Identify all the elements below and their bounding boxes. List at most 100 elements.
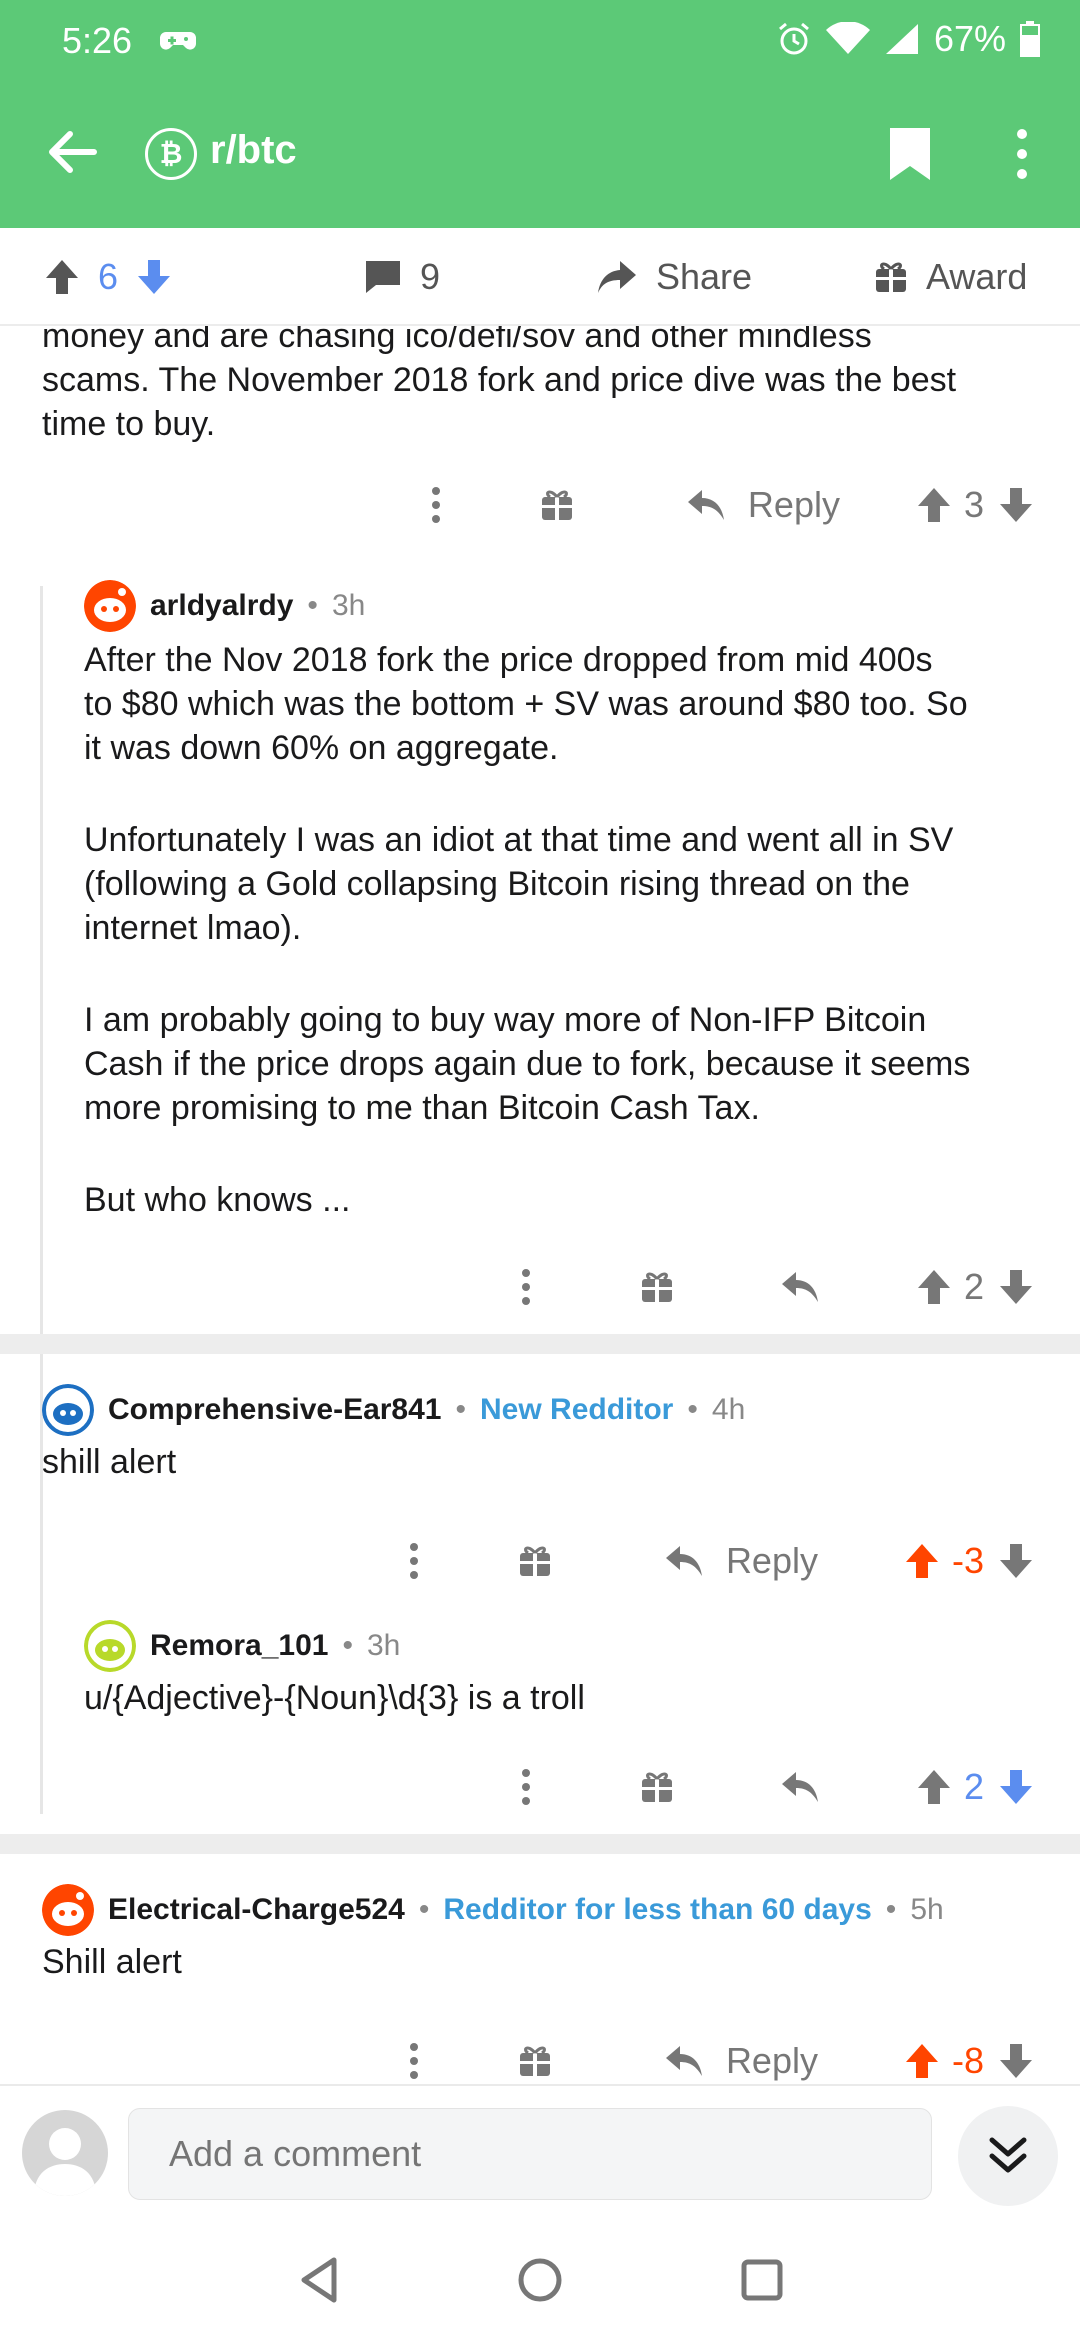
comment-line: Cash if the price drops again due to for… [84, 1045, 971, 1083]
comment-paragraph: But who knows ... [84, 1178, 1064, 1222]
bookmark-icon[interactable] [888, 126, 932, 182]
avatar[interactable] [42, 1384, 94, 1436]
comment-line: to $80 which was the bottom + SV was aro… [84, 685, 968, 723]
share-button[interactable]: Share [596, 256, 752, 298]
thread-divider [0, 1834, 1080, 1854]
upvote-icon[interactable] [44, 258, 80, 296]
comment-actions: 2 [520, 1266, 1034, 1308]
comment-line: money and are chasing ico/defi/sov and o… [42, 324, 872, 355]
reply-arrow-icon[interactable] [686, 488, 726, 522]
comment-line: I am probably going to buy way more of N… [84, 1001, 927, 1039]
back-arrow-icon[interactable] [44, 124, 100, 180]
reply-arrow-icon[interactable] [780, 1770, 820, 1804]
upvote-icon[interactable] [904, 2042, 940, 2080]
default-user-icon [34, 2128, 96, 2196]
comment-author[interactable]: arldyalrdy [150, 589, 294, 622]
post-vote: 6 [44, 256, 172, 298]
subreddit-name[interactable]: r/btc [210, 128, 297, 172]
downvote-icon[interactable] [998, 1768, 1034, 1806]
gift-icon[interactable] [518, 2044, 552, 2078]
user-flair: New Redditor [480, 1393, 674, 1426]
more-options-icon[interactable] [430, 486, 442, 524]
game-controller-icon [160, 32, 196, 50]
double-chevron-down-icon [989, 2137, 1027, 2173]
comment-header: arldyalrdy • 3h [84, 580, 365, 632]
reply-arrow-icon[interactable] [664, 2044, 704, 2078]
avatar[interactable] [42, 1884, 94, 1936]
downvote-icon[interactable] [998, 2042, 1034, 2080]
app-bar: ₿ r/btc [0, 80, 1080, 228]
gift-icon[interactable] [640, 1270, 674, 1304]
separator-dot: • [885, 1893, 897, 1926]
thread-line [40, 586, 43, 1644]
nav-back-icon[interactable] [290, 2250, 350, 2310]
comment-body: u/{Adjective}-{Noun}\d{3} is a troll [84, 1679, 585, 1717]
comment-list: money and are chasing ico/defi/sov and o… [0, 324, 1080, 2084]
comment-author[interactable]: Remora_101 [150, 1629, 329, 1662]
system-nav-bar [0, 2220, 1080, 2340]
reply-arrow-icon[interactable] [664, 1544, 704, 1578]
more-options-icon[interactable] [520, 1268, 532, 1306]
user-avatar[interactable] [22, 2110, 108, 2196]
thread-line [40, 1614, 43, 1814]
upvote-icon[interactable] [904, 1542, 940, 1580]
comment-paragraph: After the Nov 2018 fork the price droppe… [84, 638, 1064, 770]
comment-actions: Reply -3 [408, 1540, 1034, 1582]
reply-button[interactable]: Reply [725, 1540, 818, 1581]
post-action-bar: 6 9 Share Award [0, 228, 1080, 326]
comment-count: 9 [420, 256, 441, 297]
reply-button[interactable]: Reply [747, 484, 840, 525]
comment-line: Unfortunately I was an idiot at that tim… [84, 821, 954, 859]
add-comment-input[interactable] [128, 2108, 932, 2200]
comment-line: scams. The November 2018 fork and price … [42, 361, 957, 399]
reply-button[interactable]: Reply [725, 2040, 818, 2081]
more-options-icon[interactable] [408, 1542, 420, 1580]
thread-divider [0, 1334, 1080, 1354]
comment-score: -3 [951, 1540, 984, 1581]
comment-line: time to buy. [42, 405, 216, 443]
more-options-icon[interactable] [520, 1768, 532, 1806]
gift-icon[interactable] [518, 1544, 552, 1578]
gift-icon [876, 262, 906, 292]
upvote-icon[interactable] [916, 486, 952, 524]
subreddit-bitcoin-icon[interactable]: ₿ [145, 128, 197, 180]
reply-arrow-icon[interactable] [780, 1270, 820, 1304]
comment-actions: Reply -8 [408, 2040, 1034, 2082]
more-options-icon[interactable] [1012, 126, 1032, 182]
comment-header: Electrical-Charge524 • Redditor for less… [42, 1884, 944, 1936]
comment-score: 2 [963, 1266, 984, 1307]
comment-line: But who knows ... [84, 1181, 351, 1219]
comment-author[interactable]: Comprehensive-Ear841 [108, 1393, 442, 1426]
downvote-icon[interactable] [136, 258, 172, 296]
gift-icon[interactable] [640, 1770, 674, 1804]
separator-dot: • [307, 589, 318, 622]
comment-author[interactable]: Electrical-Charge524 [108, 1893, 405, 1926]
battery-icon [1020, 21, 1040, 57]
wifi-icon [825, 22, 870, 54]
separator-dot: • [342, 1629, 353, 1662]
jump-to-next-button[interactable] [958, 2106, 1058, 2206]
comment-time: 4h [711, 1393, 746, 1426]
upvote-icon[interactable] [916, 1768, 952, 1806]
more-options-icon[interactable] [408, 2042, 420, 2080]
comments-button[interactable]: 9 [364, 256, 440, 298]
downvote-icon[interactable] [998, 1542, 1034, 1580]
post-score: 6 [98, 256, 119, 297]
comment-line: After the Nov 2018 fork the price droppe… [84, 641, 933, 679]
nav-home-icon[interactable] [510, 2250, 570, 2310]
downvote-icon[interactable] [998, 1268, 1034, 1306]
alarm-icon [778, 22, 809, 55]
award-button[interactable]: Award [874, 256, 1027, 298]
upvote-icon[interactable] [916, 1268, 952, 1306]
comment-line: it was down 60% on aggregate. [84, 729, 559, 767]
award-label: Award [926, 256, 1028, 297]
downvote-icon[interactable] [998, 486, 1034, 524]
comment-body: Shill alert [42, 1943, 182, 1981]
gift-icon[interactable] [540, 488, 574, 522]
avatar[interactable] [84, 1620, 136, 1672]
nav-recents-icon[interactable] [732, 2250, 792, 2310]
comment-line: (following a Gold collapsing Bitcoin ris… [84, 865, 910, 903]
user-flair: Redditor for less than 60 days [443, 1893, 872, 1926]
avatar[interactable] [84, 580, 136, 632]
comment-body: shill alert [42, 1443, 177, 1481]
